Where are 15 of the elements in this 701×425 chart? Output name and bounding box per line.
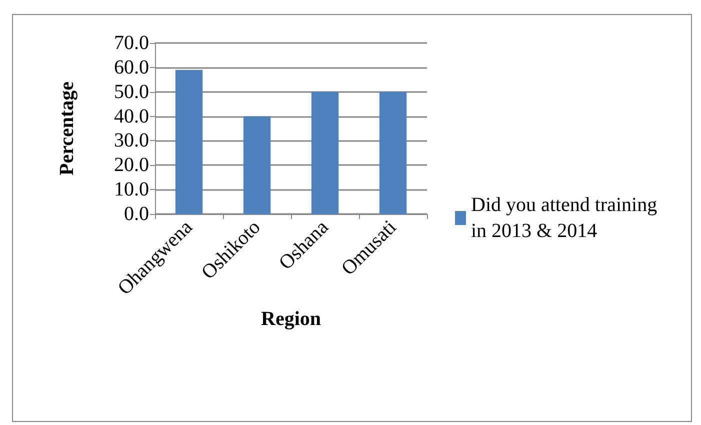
bar — [311, 92, 339, 214]
y-axis-title: Percentage — [56, 81, 78, 176]
y-tick-label: 50.0 — [114, 80, 149, 103]
legend-label: Did you attend training in 2013 & 2014 — [471, 194, 662, 242]
bar — [175, 70, 203, 214]
y-tick-label: 60.0 — [114, 56, 149, 78]
y-tick-label: 40.0 — [114, 105, 149, 128]
y-tick-label: 20.0 — [114, 154, 149, 176]
y-tick-label: 70.0 — [114, 32, 149, 54]
y-tick-label: 0.0 — [124, 203, 149, 225]
y-tick-label: 30.0 — [114, 130, 149, 152]
x-axis-title: Region — [261, 308, 321, 330]
y-tick-label: 10.0 — [114, 178, 149, 201]
bar — [243, 116, 271, 214]
bar — [379, 92, 407, 214]
